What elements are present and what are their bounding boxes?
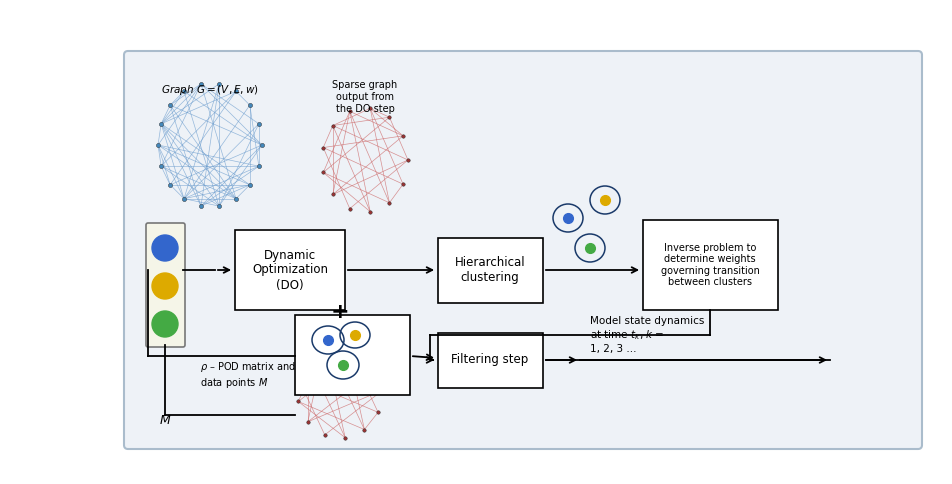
Bar — [295, 315, 410, 395]
Text: Inverse problem to
determine weights
governing transition
between clusters: Inverse problem to determine weights gov… — [661, 242, 760, 287]
Text: Sparse graph
output from
the DO step: Sparse graph output from the DO step — [332, 80, 398, 114]
Text: Hierarchical
clustering: Hierarchical clustering — [455, 256, 526, 284]
Text: Dynamic
Optimization
(DO): Dynamic Optimization (DO) — [252, 248, 328, 291]
Circle shape — [152, 311, 178, 337]
Text: Graph $G = (V, E, w)$: Graph $G = (V, E, w)$ — [161, 83, 259, 97]
Circle shape — [152, 273, 178, 299]
Text: $M$: $M$ — [159, 413, 171, 426]
Text: Model state dynamics
at time $t_k$, $k$ =
1, 2, 3 ...: Model state dynamics at time $t_k$, $k$ … — [590, 317, 704, 354]
FancyBboxPatch shape — [146, 223, 185, 347]
Bar — [438, 238, 543, 302]
Bar — [643, 220, 778, 310]
Bar — [438, 333, 543, 388]
Circle shape — [152, 235, 178, 261]
Text: +: + — [330, 302, 349, 322]
Text: $\rho$ – POD matrix and
data points $M$: $\rho$ – POD matrix and data points $M$ — [200, 360, 296, 390]
FancyBboxPatch shape — [124, 51, 922, 449]
Bar — [235, 230, 345, 310]
Text: Filtering step: Filtering step — [451, 353, 528, 366]
